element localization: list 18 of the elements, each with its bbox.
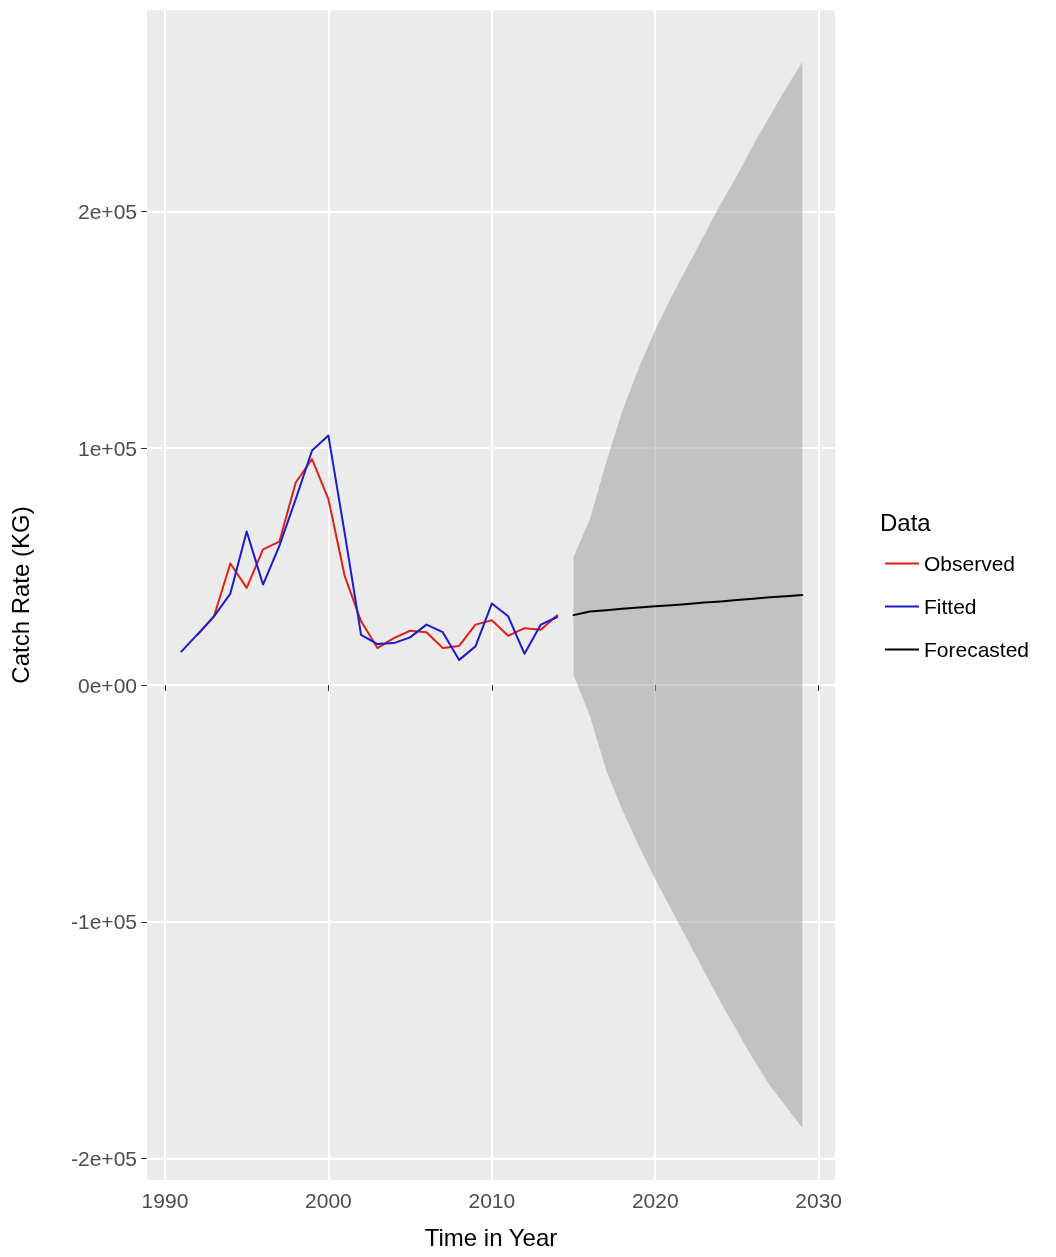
legend-title: Data xyxy=(880,508,932,536)
y-tick-label: 2e+05 xyxy=(78,199,137,223)
legend-label: Fitted xyxy=(924,595,977,618)
legend-label: Observed xyxy=(924,552,1016,575)
x-tick-label: 2000 xyxy=(305,1189,352,1212)
y-tick-label: 0e+00 xyxy=(78,673,137,697)
y-tick-label: -2e+05 xyxy=(71,1147,137,1171)
legend-label: Forecasted xyxy=(924,638,1030,661)
line-series xyxy=(572,594,804,617)
x-tick-label: 2020 xyxy=(631,1189,679,1212)
y-tick-label: -1e+05 xyxy=(71,910,137,934)
x-tick-label: 2010 xyxy=(468,1189,516,1212)
x-tick-label: 1990 xyxy=(141,1189,189,1212)
y-axis-title: Catch Rate (KG) xyxy=(6,506,34,684)
line-series xyxy=(180,434,559,661)
x-tick-label: 2030 xyxy=(795,1189,843,1212)
y-tick-label: 1e+05 xyxy=(78,436,137,460)
x-axis-title: Time in Year xyxy=(424,1223,558,1251)
